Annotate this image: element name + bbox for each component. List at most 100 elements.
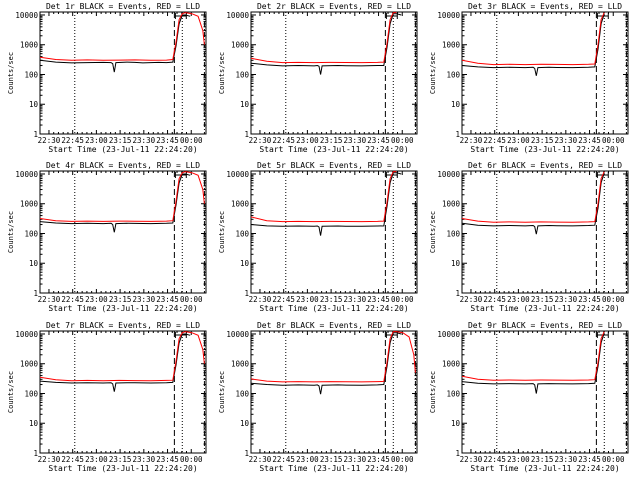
x-axis-title: Start Time (23-Jul-11 22:24:20) [48,464,197,473]
chart-panel: Det 6r BLACK = Events, RED = LLD 1 10 100 10… [429,161,629,313]
y-tick-label: 10 [29,419,39,428]
plot-frame [250,170,418,294]
x-tick-label: 22:30 [460,295,483,304]
y-tick-label: 1000 [442,200,461,209]
x-tick-label: 23:15 [109,455,132,464]
lld-series-line [251,331,416,383]
x-axis-title: Start Time (23-Jul-11 22:24:20) [470,145,619,154]
x-tick-label: 23:00 [85,136,108,145]
y-tick-label: 1000 [20,41,39,50]
y-tick-label: 10000 [437,330,460,339]
x-tick-label: 22:30 [249,136,272,145]
y-tick-label: 1000 [20,200,39,209]
x-axis-title: Start Time (23-Jul-11 22:24:20) [48,304,197,313]
plot-frame [461,11,629,135]
x-tick-label: 23:00 [507,295,530,304]
x-tick-label: 23:15 [320,295,343,304]
y-tick-label: 10 [451,259,461,268]
x-tick-label: 00:00 [391,455,414,464]
x-axis-title: Start Time (23-Jul-11 22:24:20) [259,464,408,473]
y-tick-label: 10000 [15,11,38,20]
y-tick-label: 10 [29,100,39,109]
chart-panel: Det 5r BLACK = Events, RED = LLD 1 10 100 10… [218,161,418,313]
lld-series-line [462,171,605,223]
y-tick-label: 10000 [437,11,460,20]
x-tick-label: 22:30 [249,455,272,464]
x-tick-label: 00:00 [602,136,625,145]
x-tick-label: 22:30 [38,136,61,145]
y-tick-label: 10000 [15,170,38,179]
x-tick-label: 23:45 [156,295,179,304]
plot-frame [250,11,418,135]
x-tick-label: 23:00 [507,136,530,145]
x-tick-label: 23:15 [109,136,132,145]
y-tick-label: 10 [240,419,250,428]
y-tick-label: 10000 [437,170,460,179]
x-tick-label: 23:45 [156,136,179,145]
lld-series-line [251,171,397,223]
y-tick-label: 10 [451,100,461,109]
x-tick-label: 23:15 [320,136,343,145]
y-axis-title: Counts/sec [429,211,437,253]
lld-series-line [251,12,397,64]
x-tick-label: 23:30 [344,295,367,304]
x-tick-label: 22:45 [272,136,295,145]
events-series-line [462,172,605,235]
y-tick-label: 1000 [442,41,461,50]
y-tick-label: 100 [24,229,38,238]
x-tick-label: 00:00 [180,455,203,464]
y-tick-label: 10 [240,259,250,268]
y-tick-label: 1 [455,130,460,139]
x-tick-label: 22:45 [272,455,295,464]
events-series-line [462,13,605,76]
x-tick-label: 23:00 [85,455,108,464]
x-tick-label: 00:00 [180,136,203,145]
x-tick-label: 23:30 [133,455,156,464]
x-tick-label: 22:45 [61,295,84,304]
x-tick-label: 23:00 [507,455,530,464]
y-axis-title: Counts/sec [7,371,15,413]
y-tick-label: 100 [235,389,249,398]
plot-frame [39,170,207,294]
y-tick-label: 1000 [231,200,250,209]
x-tick-label: 23:45 [367,295,390,304]
x-axis-title: Start Time (23-Jul-11 22:24:20) [470,464,619,473]
y-axis-title: Counts/sec [218,211,226,253]
x-tick-label: 23:45 [578,455,601,464]
x-tick-label: 23:45 [578,136,601,145]
x-tick-label: 23:15 [531,136,554,145]
y-axis-title: Counts/sec [218,52,226,94]
panel-title: Det 1r BLACK = Events, RED = LLD [46,2,200,11]
events-series-line [40,333,191,392]
x-tick-label: 23:30 [555,455,578,464]
lld-series-line [462,331,605,381]
plot-frame [250,330,418,454]
panel-title: Det 6r BLACK = Events, RED = LLD [468,161,622,170]
y-axis-title: Counts/sec [218,371,226,413]
x-tick-label: 23:30 [344,455,367,464]
plot-frame [39,11,207,135]
y-tick-label: 1000 [20,360,39,369]
events-series-line [251,332,402,395]
y-tick-label: 100 [446,229,460,238]
plot-frame [461,170,629,294]
x-tick-label: 22:30 [38,295,61,304]
x-tick-label: 23:45 [156,455,179,464]
panel-title: Det 9r BLACK = Events, RED = LLD [468,321,622,330]
x-tick-label: 00:00 [602,455,625,464]
x-tick-label: 23:15 [320,455,343,464]
y-tick-label: 1 [244,289,249,298]
x-tick-label: 23:00 [296,295,319,304]
x-tick-label: 23:15 [531,295,554,304]
x-axis-title: Start Time (23-Jul-11 22:24:20) [259,304,408,313]
events-series-line [251,13,402,75]
lld-series-line [40,12,205,61]
x-tick-label: 23:00 [85,295,108,304]
lld-series-line [462,12,605,66]
panel-title: Det 8r BLACK = Events, RED = LLD [257,321,411,330]
x-tick-label: 22:45 [272,295,295,304]
chart-panel: Det 7r BLACK = Events, RED = LLD 1 10 100 10… [7,321,207,473]
panel-title: Det 3r BLACK = Events, RED = LLD [468,2,622,11]
x-tick-label: 23:30 [133,295,156,304]
y-tick-label: 1 [33,449,38,458]
